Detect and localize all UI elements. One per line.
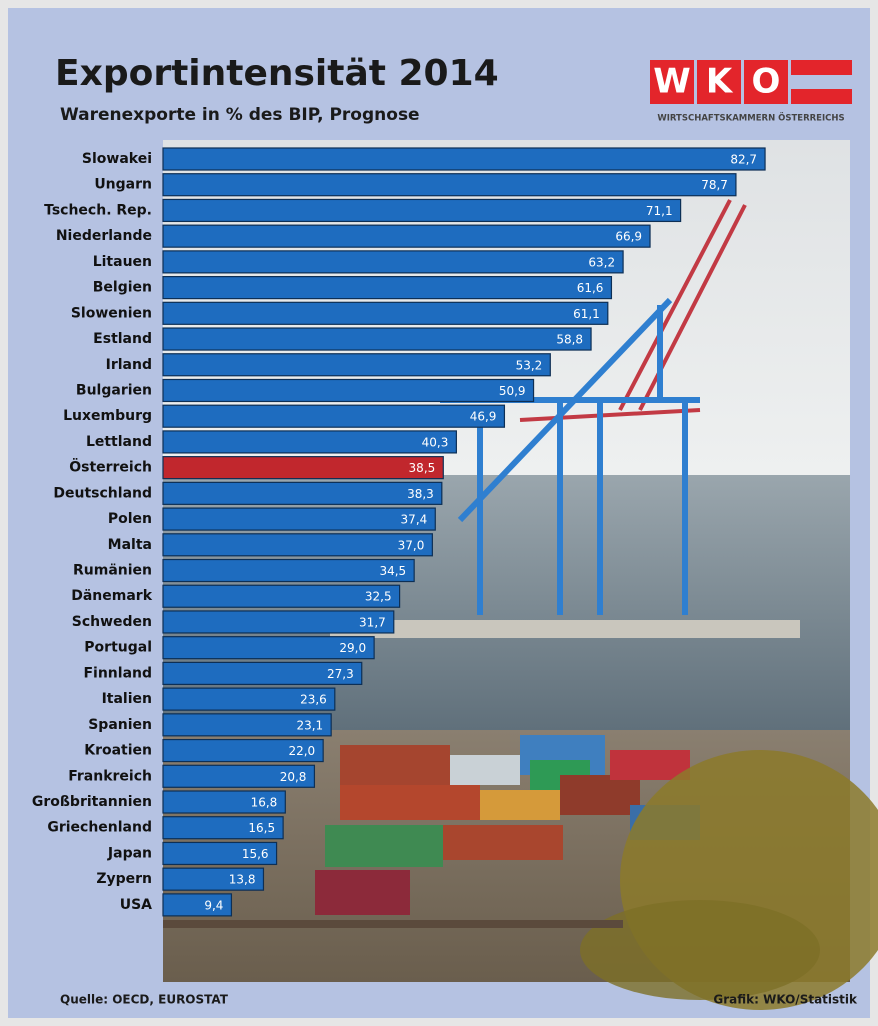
bar xyxy=(163,225,650,247)
value-label: 58,8 xyxy=(556,333,583,347)
category-label: Portugal xyxy=(84,640,152,656)
bar xyxy=(163,174,736,196)
chart: Exportintensität 2014 Warenexporte in % … xyxy=(0,0,878,1026)
category-label: Großbritannien xyxy=(32,794,152,810)
category-label: Belgien xyxy=(93,280,152,296)
bar xyxy=(163,148,765,170)
value-label: 37,0 xyxy=(398,538,425,552)
value-label: 40,3 xyxy=(422,435,449,449)
value-label: 32,5 xyxy=(365,590,392,604)
category-label: Österreich xyxy=(69,458,152,476)
logo-flag xyxy=(791,60,852,75)
category-label: Malta xyxy=(108,537,152,553)
bar xyxy=(163,354,550,376)
category-label: Polen xyxy=(108,511,152,527)
value-label: 23,6 xyxy=(300,693,327,707)
category-label: Spanien xyxy=(88,717,152,733)
value-label: 46,9 xyxy=(470,410,497,424)
logo-flag xyxy=(791,89,852,104)
bar xyxy=(163,534,432,556)
value-label: 71,1 xyxy=(646,204,673,218)
value-label: 66,9 xyxy=(615,230,642,244)
chart-subtitle: Warenexporte in % des BIP, Prognose xyxy=(60,105,420,125)
category-label: Luxemburg xyxy=(63,408,152,424)
category-label: Finnland xyxy=(83,665,152,681)
value-label: 31,7 xyxy=(359,615,386,629)
category-label: Lettland xyxy=(86,434,152,450)
value-label: 23,1 xyxy=(296,718,323,732)
bar xyxy=(163,457,443,479)
category-label: Dänemark xyxy=(71,588,152,604)
category-label: Tschech. Rep. xyxy=(44,202,152,218)
credit: Grafik: WKO/Statistik xyxy=(713,993,858,1007)
category-label: Schweden xyxy=(72,614,152,630)
chart-title: Exportintensität 2014 xyxy=(55,53,499,94)
category-label: Estland xyxy=(93,331,152,347)
value-label: 15,6 xyxy=(242,847,269,861)
value-label: 63,2 xyxy=(588,255,615,269)
category-label: Rumänien xyxy=(73,563,152,579)
category-label: Zypern xyxy=(96,871,152,887)
value-label: 27,3 xyxy=(327,667,354,681)
category-label: Irland xyxy=(106,357,152,373)
category-label: Niederlande xyxy=(56,228,152,244)
logo-letter: K xyxy=(706,62,734,102)
value-label: 53,2 xyxy=(516,358,543,372)
logo-letter: O xyxy=(752,62,781,102)
bar xyxy=(163,431,456,453)
value-label: 37,4 xyxy=(401,513,428,527)
bar xyxy=(163,405,504,427)
category-label: Ungarn xyxy=(94,177,152,193)
value-label: 20,8 xyxy=(280,770,307,784)
value-label: 16,8 xyxy=(251,796,278,810)
value-label: 38,3 xyxy=(407,487,434,501)
value-label: 34,5 xyxy=(379,564,406,578)
category-label: Kroatien xyxy=(84,743,152,759)
value-label: 61,6 xyxy=(577,281,604,295)
value-label: 29,0 xyxy=(339,641,366,655)
bar xyxy=(163,199,681,221)
bar xyxy=(163,508,435,530)
category-label: Slowakei xyxy=(82,151,152,167)
value-label: 78,7 xyxy=(701,178,728,192)
source: Quelle: OECD, EUROSTAT xyxy=(60,993,229,1007)
value-label: 50,9 xyxy=(499,384,526,398)
bar xyxy=(163,379,534,401)
value-label: 9,4 xyxy=(204,898,223,912)
logo-text: WIRTSCHAFTSKAMMERN ÖSTERREICHS xyxy=(657,113,844,124)
category-label: Frankreich xyxy=(68,768,152,784)
category-label: Deutschland xyxy=(53,485,152,501)
category-label: Japan xyxy=(107,845,152,861)
category-label: Litauen xyxy=(93,254,152,270)
category-label: Bulgarien xyxy=(76,382,152,398)
bar xyxy=(163,277,611,299)
bar xyxy=(163,560,414,582)
value-label: 82,7 xyxy=(730,153,757,167)
bar xyxy=(163,482,442,504)
bar xyxy=(163,302,608,324)
value-label: 61,1 xyxy=(573,307,600,321)
bar xyxy=(163,251,623,273)
category-label: Italien xyxy=(102,691,152,707)
category-label: Slowenien xyxy=(71,305,152,321)
category-label: USA xyxy=(120,897,152,913)
bar xyxy=(163,328,591,350)
value-label: 13,8 xyxy=(229,873,256,887)
logo-letter: W xyxy=(653,62,691,102)
logo: W K O WIRTSCHAFTSKAMMERN ÖSTERREICHS xyxy=(650,60,852,124)
value-label: 38,5 xyxy=(409,461,436,475)
value-label: 22,0 xyxy=(288,744,315,758)
value-label: 16,5 xyxy=(248,821,275,835)
category-label: Griechenland xyxy=(47,820,152,836)
